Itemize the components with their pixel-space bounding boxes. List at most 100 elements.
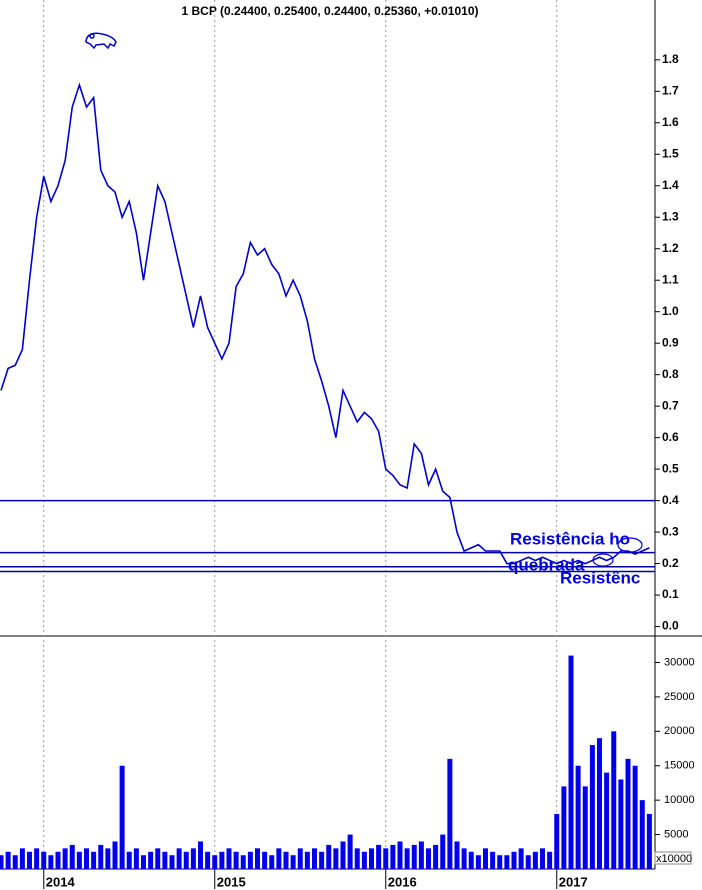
volume-bar: [326, 844, 332, 869]
volume-bar: [589, 745, 595, 869]
bear-icon: [85, 32, 117, 50]
annotation: Resistência ho: [510, 529, 630, 548]
volume-bar: [440, 834, 446, 869]
volume-bar: [69, 844, 75, 869]
volume-bar: [98, 844, 104, 869]
x-tick-label: 2016: [388, 874, 417, 889]
volume-bar: [490, 851, 496, 869]
volume-bar: [141, 855, 146, 869]
volume-bar: [426, 848, 431, 869]
volume-bar: [404, 848, 410, 869]
volume-bar: [190, 848, 196, 869]
volume-bar: [646, 813, 652, 869]
volume-bar: [105, 848, 111, 869]
volume-bar: [561, 786, 567, 869]
volume-bar: [34, 848, 40, 869]
annotation-circle: [617, 537, 643, 553]
unit-box: [654, 851, 692, 865]
y-tick-label: 15000: [664, 760, 695, 772]
volume-bar: [62, 848, 68, 869]
volume-bar: [468, 851, 474, 869]
volume-bar: [518, 848, 524, 869]
volume-bar: [176, 848, 182, 869]
volume-bar: [183, 851, 189, 869]
y-tick-label: 0.0: [662, 619, 679, 633]
volume-bar: [240, 855, 246, 869]
volume-bar: [618, 779, 624, 869]
annotation: Resistênc: [560, 568, 640, 587]
volume-bar: [568, 655, 574, 869]
volume-bar: [354, 848, 360, 869]
volume-bar: [205, 851, 211, 869]
y-tick-label: 1.2: [662, 241, 679, 255]
y-tick-label: 1.1: [662, 272, 679, 286]
y-tick-label: 10000: [664, 794, 695, 806]
volume-bar: [333, 848, 339, 869]
volume-bar: [347, 834, 353, 869]
volume-bar: [41, 851, 47, 869]
volume-bar: [547, 851, 553, 869]
volume-bar: [5, 851, 11, 869]
volume-bar: [554, 813, 560, 869]
annotation-circle: [592, 553, 614, 567]
volume-bar: [133, 848, 139, 869]
volume-bar: [91, 851, 97, 869]
y-tick-label: 25000: [664, 691, 695, 703]
volume-bar: [212, 855, 218, 869]
volume-bar: [219, 851, 225, 869]
volume-bar: [169, 855, 175, 869]
y-tick-label: 5000: [664, 828, 688, 840]
volume-bar: [76, 851, 82, 869]
volume-bar: [226, 848, 232, 869]
volume-bar: [148, 851, 154, 869]
y-tick-label: 0.9: [662, 335, 679, 349]
y-tick-label: 0.3: [662, 524, 679, 538]
volume-bar: [483, 848, 488, 869]
volume-bar: [155, 848, 161, 869]
y-tick-label: 30000: [664, 656, 695, 668]
volume-bar: [55, 851, 61, 869]
price-line: [0, 82, 650, 565]
annotation: quebrada: [508, 555, 585, 574]
volume-bar: [582, 786, 588, 869]
y-tick-label: 0.7: [662, 398, 679, 412]
volume-bar: [597, 738, 602, 869]
volume-bar: [198, 841, 203, 869]
volume-bar: [497, 855, 503, 869]
volume-bar: [625, 758, 631, 869]
x-tick-label: 2015: [217, 874, 246, 889]
volume-bar: [611, 731, 617, 869]
y-tick-label: 0.4: [662, 493, 679, 507]
y-tick-label: 1.3: [662, 209, 679, 223]
volume-bar: [0, 855, 4, 869]
volume-bar: [433, 844, 439, 869]
volume-bar: [12, 855, 18, 869]
volume-bar: [604, 772, 610, 869]
volume-bar: [48, 855, 54, 869]
y-tick-label: 1.5: [662, 146, 679, 160]
volume-bar: [255, 848, 260, 869]
volume-bar: [269, 855, 275, 869]
volume-bar: [84, 848, 89, 869]
volume-bar: [19, 848, 25, 869]
volume-bar: [340, 841, 346, 869]
volume-bar: [632, 765, 638, 869]
volume-bar: [383, 848, 389, 869]
volume-bar: [454, 841, 460, 869]
y-tick-label: 0.1: [662, 587, 679, 601]
y-tick-label: 1.4: [662, 178, 679, 192]
volume-bar: [447, 758, 453, 869]
unit-label: x10000: [656, 853, 692, 865]
volume-bar: [162, 851, 168, 869]
volume-bar: [119, 765, 125, 869]
volume-bar: [411, 844, 417, 869]
volume-bar: [319, 851, 325, 869]
volume-bar: [112, 841, 118, 869]
y-tick-label: 1.0: [662, 304, 679, 318]
volume-bar: [575, 765, 581, 869]
volume-bar: [376, 844, 382, 869]
volume-bar: [525, 855, 531, 869]
volume-bar: [361, 851, 367, 869]
